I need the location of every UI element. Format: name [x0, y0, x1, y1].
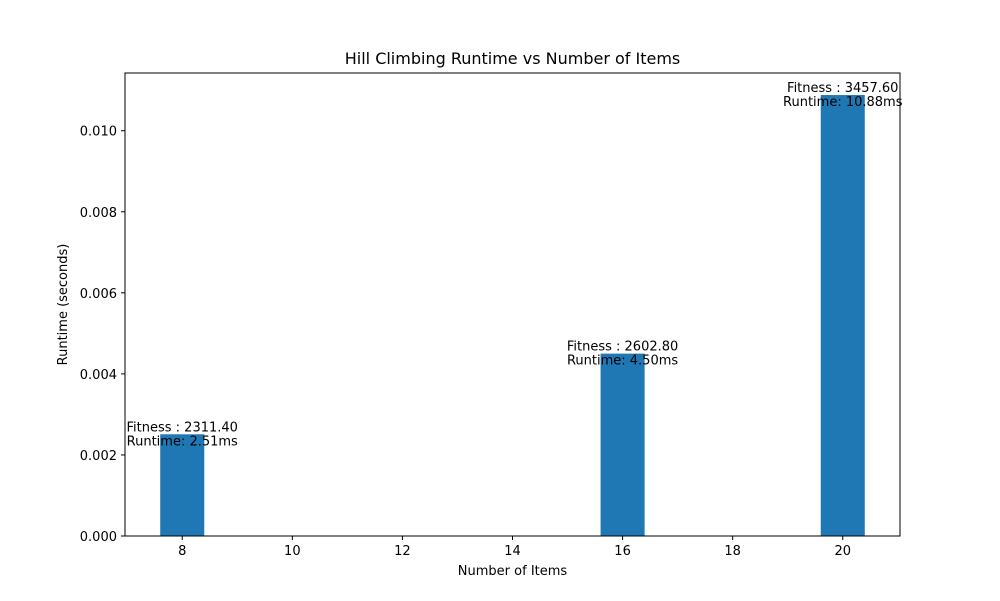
bar-runtime-label: Runtime: 10.88ms: [783, 95, 903, 110]
y-axis-label: Runtime (seconds): [56, 244, 71, 366]
x-tick-label: 14: [504, 544, 521, 559]
plot-frame: [124, 72, 901, 537]
x-axis: 8 10 12 14 16 18 20: [178, 536, 851, 559]
x-tick-label: 10: [284, 544, 301, 559]
bar-fitness-label: Fitness : 2602.80: [567, 340, 678, 355]
bar-8: [160, 434, 205, 536]
bar-fitness-label: Fitness : 2311.40: [127, 420, 238, 435]
x-tick-label: 20: [834, 544, 851, 559]
bar-20: [820, 95, 865, 537]
y-tick-label: 0.000: [80, 530, 117, 545]
x-tick-label: 12: [394, 544, 411, 559]
y-tick-label: 0.002: [80, 449, 117, 464]
bar-runtime-label: Runtime: 2.51ms: [127, 434, 238, 449]
y-tick-label: 0.006: [80, 287, 117, 302]
x-tick-label: 16: [614, 544, 631, 559]
bar-16: [600, 353, 645, 536]
x-tick-label: 8: [178, 544, 186, 559]
y-tick-label: 0.010: [80, 125, 117, 140]
x-tick-label: 18: [724, 544, 741, 559]
bar-runtime-label: Runtime: 4.50ms: [567, 354, 678, 369]
x-axis-label: Number of Items: [458, 564, 568, 579]
y-axis: 0.000 0.002 0.004 0.006 0.008 0.010: [80, 125, 125, 545]
bars-group: [160, 95, 865, 537]
chart-title: Hill Climbing Runtime vs Number of Items: [345, 49, 681, 68]
y-tick-label: 0.008: [80, 206, 117, 221]
y-tick-label: 0.004: [80, 368, 117, 383]
bar-fitness-label: Fitness : 3457.60: [787, 81, 898, 96]
